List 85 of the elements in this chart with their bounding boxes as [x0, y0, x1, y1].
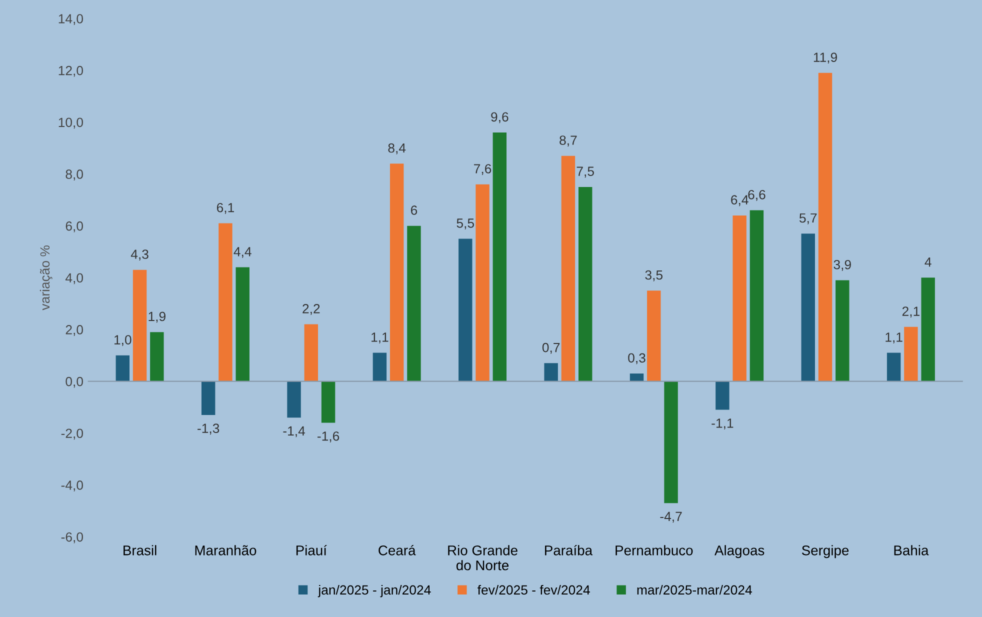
data-label: 1,9 [148, 312, 166, 323]
y-tick-label: -2,0 [61, 428, 84, 440]
bar [132, 270, 147, 382]
legend-label: mar/2025-mar/2024 [637, 584, 752, 595]
data-label: -1,3 [198, 424, 220, 435]
bar [201, 381, 216, 415]
data-label: 2,2 [302, 304, 320, 315]
data-label: -4,7 [660, 512, 682, 523]
y-tick-label: 0,0 [66, 376, 84, 388]
bar [476, 184, 490, 382]
x-tick-label: Brasil [124, 545, 156, 556]
bar [904, 326, 918, 382]
legend-label: jan/2025 - jan/2024 [318, 584, 431, 598]
x-tick-label: Rio Grande do Norte [448, 545, 518, 570]
x-tick-label: Maranhão [195, 545, 256, 556]
x-tick-label: Paraíba [545, 544, 593, 556]
bar [801, 234, 815, 382]
bar [372, 352, 387, 382]
data-label: 9,6 [491, 112, 508, 124]
data-label: 0,3 [628, 353, 646, 364]
data-label: 0,7 [542, 342, 560, 354]
bar [304, 324, 318, 382]
data-label: 1,1 [372, 332, 388, 344]
bar [544, 363, 558, 382]
data-label: 11,9 [814, 52, 837, 64]
bar [218, 223, 232, 382]
bar [732, 215, 746, 382]
y-tick-label: -4,0 [61, 480, 84, 492]
y-tick-label: 2,0 [66, 325, 84, 336]
y-tick-label: 14,0 [58, 14, 84, 25]
legend-label: fev/2025 - fev/2024 [478, 584, 590, 595]
data-label: 4,4 [234, 247, 252, 258]
bar [716, 381, 730, 410]
bar [578, 186, 592, 382]
bar [664, 381, 678, 504]
bar [236, 267, 250, 382]
bar [561, 156, 576, 382]
bar [116, 355, 130, 382]
data-label: 6,1 [216, 202, 234, 214]
bar [630, 374, 644, 382]
data-label: 3,9 [834, 260, 851, 271]
bar [390, 164, 404, 382]
data-label: 7,6 [474, 164, 492, 175]
x-tick-label: Ceará [378, 544, 416, 556]
data-label: 6 [410, 206, 418, 215]
y-tick-label: 10,0 [58, 118, 84, 129]
data-label: 3,5 [645, 270, 663, 282]
bar [886, 352, 901, 382]
data-label: 1,1 [886, 332, 902, 344]
bar [321, 381, 336, 423]
data-label: 5,7 [799, 213, 817, 224]
data-label: -1,4 [283, 426, 306, 438]
x-tick-label: Piauí [296, 544, 327, 556]
bar [407, 226, 421, 382]
bar [458, 238, 472, 382]
x-tick-label: Sergipe [802, 545, 849, 558]
data-label: 4,3 [130, 250, 148, 260]
x-tick-label: Bahia [894, 545, 929, 556]
data-label: -1,6 [318, 431, 340, 442]
data-label: 8,4 [388, 143, 406, 154]
data-label: 2,1 [902, 306, 920, 318]
data-label: 6,6 [748, 190, 766, 201]
data-label: 7,5 [576, 166, 594, 178]
y-tick-label: -6,0 [61, 532, 84, 544]
y-tick-label: 4,0 [65, 273, 84, 284]
bar [647, 290, 661, 382]
bar [150, 332, 164, 382]
y-tick-label: 8,0 [66, 170, 84, 180]
x-tick-label: Alagoas [714, 545, 764, 558]
y-tick-label: 12,0 [58, 66, 84, 77]
bar [836, 280, 850, 382]
bar [921, 278, 935, 382]
data-label: 6,4 [731, 195, 748, 206]
bar [818, 72, 832, 382]
bar [287, 381, 301, 418]
bar [750, 210, 764, 382]
data-label: 5,5 [456, 218, 474, 230]
data-label: -1,1 [712, 418, 734, 430]
data-label: 1,0 [114, 335, 132, 346]
y-axis-title: variação % [40, 245, 52, 310]
data-label: 4 [924, 258, 932, 267]
bar [492, 132, 507, 382]
x-tick-label: Pernambuco [616, 545, 693, 556]
data-label: 8,7 [560, 136, 577, 146]
y-tick-label: 6,0 [66, 221, 84, 232]
